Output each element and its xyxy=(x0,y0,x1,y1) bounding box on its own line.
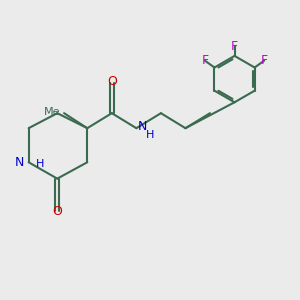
Text: H: H xyxy=(36,159,45,169)
Text: O: O xyxy=(107,75,117,88)
Text: H: H xyxy=(146,130,154,140)
Text: F: F xyxy=(201,54,208,67)
Text: N: N xyxy=(138,120,147,133)
Text: F: F xyxy=(231,40,238,53)
Text: Me: Me xyxy=(44,107,60,117)
Text: N: N xyxy=(15,156,25,169)
Text: F: F xyxy=(261,54,268,67)
Text: O: O xyxy=(52,205,62,218)
